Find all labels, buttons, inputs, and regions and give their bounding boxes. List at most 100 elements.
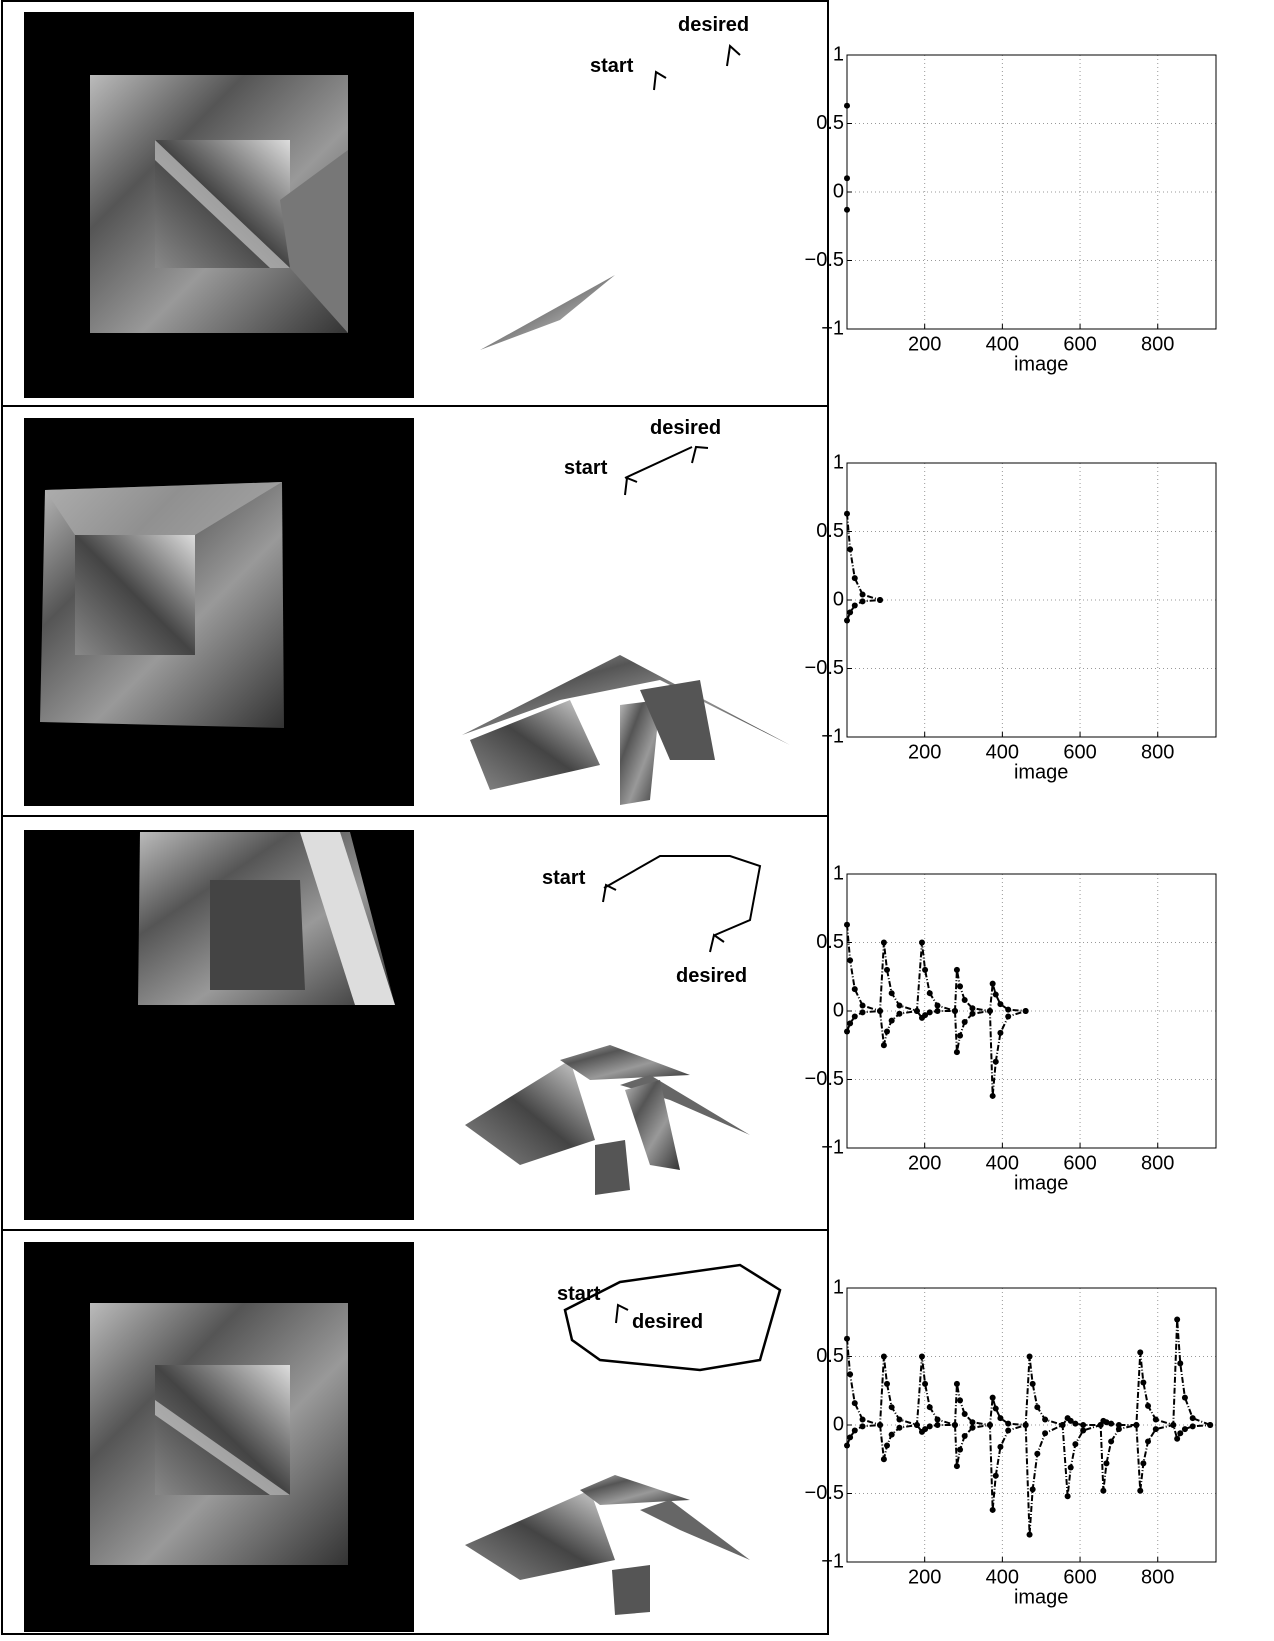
y-tick-label: −0.5 — [805, 1482, 844, 1504]
data-point — [1005, 1013, 1011, 1019]
data-point — [860, 1009, 866, 1015]
y-tick-label: −1 — [821, 1136, 844, 1158]
data-point — [1177, 1360, 1183, 1366]
data-point — [860, 1417, 866, 1423]
x-tick-label: 800 — [1141, 741, 1174, 763]
data-point — [935, 1417, 941, 1423]
x-axis-label: image — [1014, 1172, 1068, 1194]
data-point — [860, 1423, 866, 1429]
data-point — [852, 1427, 858, 1433]
y-tick-label: 1 — [833, 1276, 844, 1298]
data-point — [1027, 1532, 1033, 1538]
data-point — [1098, 1422, 1104, 1428]
y-tick-label: 0 — [833, 999, 844, 1021]
warped-image — [24, 418, 414, 806]
x-tick-label: 800 — [1141, 333, 1174, 355]
data-point — [969, 1419, 975, 1425]
data-point — [1174, 1436, 1180, 1442]
chart: −1−0.500.51200400600800image — [805, 862, 1216, 1194]
data-point — [969, 1005, 975, 1011]
x-tick-label: 200 — [908, 1566, 941, 1588]
data-point — [957, 1397, 963, 1403]
data-point — [990, 1093, 996, 1099]
x-tick-label: 600 — [1063, 333, 1096, 355]
scene-view — [480, 46, 740, 350]
figure: start desired start desired start desire… — [0, 0, 1274, 1636]
data-point — [962, 1019, 968, 1025]
data-point — [1030, 1381, 1036, 1387]
data-point — [1023, 1008, 1029, 1014]
data-point — [1080, 1427, 1086, 1433]
data-point — [1068, 1464, 1074, 1470]
data-point — [860, 598, 866, 604]
y-tick-label: −0.5 — [805, 1068, 844, 1090]
data-point — [927, 1423, 933, 1429]
data-point — [844, 207, 850, 213]
data-point — [847, 1020, 853, 1026]
data-point — [852, 1013, 858, 1019]
start-label: start — [564, 457, 608, 479]
data-point — [993, 992, 999, 998]
data-point — [896, 1417, 902, 1423]
warped-image — [24, 12, 414, 398]
data-point — [844, 1443, 850, 1449]
x-axis-label: image — [1014, 353, 1068, 375]
data-point — [844, 103, 850, 109]
data-point — [1145, 1438, 1151, 1444]
desired-label: desired — [676, 965, 747, 987]
data-point — [1060, 1422, 1066, 1428]
data-point — [1034, 1451, 1040, 1457]
data-point — [1108, 1421, 1114, 1427]
y-tick-label: 0.5 — [816, 931, 844, 953]
data-point — [1137, 1488, 1143, 1494]
data-point — [1065, 1493, 1071, 1499]
data-point — [993, 1406, 999, 1412]
data-point — [847, 1434, 853, 1440]
data-point — [1103, 1460, 1109, 1466]
data-point — [962, 997, 968, 1003]
data-point — [993, 1059, 999, 1065]
data-point — [997, 1030, 1003, 1036]
data-point — [1042, 1430, 1048, 1436]
data-point — [847, 957, 853, 963]
data-point — [852, 986, 858, 992]
data-point — [969, 1425, 975, 1431]
x-axis-label: image — [1014, 1586, 1068, 1608]
data-point — [884, 967, 890, 973]
data-point — [922, 967, 928, 973]
x-tick-label: 800 — [1141, 1566, 1174, 1588]
data-point — [844, 618, 850, 624]
data-point — [1177, 1430, 1183, 1436]
data-point — [889, 1432, 895, 1438]
data-point — [957, 1033, 963, 1039]
data-point — [962, 1411, 968, 1417]
y-tick-label: 0 — [833, 180, 844, 202]
data-point — [997, 1001, 1003, 1007]
x-tick-label: 800 — [1141, 1152, 1174, 1174]
x-tick-label: 200 — [908, 333, 941, 355]
data-point — [852, 1400, 858, 1406]
scene-view — [462, 447, 790, 805]
data-point — [1072, 1421, 1078, 1427]
data-point — [927, 1404, 933, 1410]
warped-image — [24, 1242, 414, 1632]
data-point — [990, 981, 996, 987]
y-tick-label: −0.5 — [805, 249, 844, 271]
y-tick-label: −1 — [821, 317, 844, 339]
data-point — [1190, 1423, 1196, 1429]
data-point — [1042, 1417, 1048, 1423]
data-point — [1072, 1441, 1078, 1447]
data-point — [1030, 1486, 1036, 1492]
data-point — [881, 1456, 887, 1462]
scene-view — [465, 1265, 780, 1615]
data-point — [877, 1422, 883, 1428]
y-tick-label: 0 — [833, 1413, 844, 1435]
x-tick-label: 200 — [908, 741, 941, 763]
data-point — [847, 546, 853, 552]
y-tick-label: 0.5 — [816, 1345, 844, 1367]
data-point — [881, 1042, 887, 1048]
data-point — [1133, 1422, 1139, 1428]
data-point — [844, 1029, 850, 1035]
